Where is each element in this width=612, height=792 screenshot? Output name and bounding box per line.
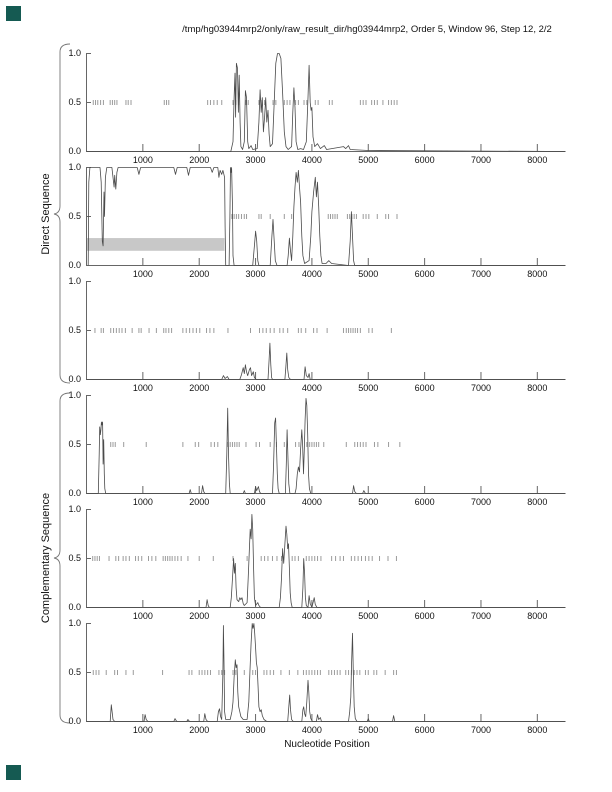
subplot-3-x-tick-label: 6000 (414, 383, 435, 393)
subplot-6-axes (86, 623, 566, 722)
subplot-6-x-tick-label: 1000 (132, 725, 153, 735)
subplot-6-y-tick-label: 0.5 (68, 667, 81, 677)
subplot-5-curve (86, 514, 566, 608)
subplot-3-y-tick-label: 0.0 (68, 374, 81, 384)
subplot-6-x-tick-label: 3000 (245, 725, 266, 735)
subplot-1-x-tick-label: 2000 (189, 155, 210, 165)
link-annotation-marker-top-left (6, 6, 21, 21)
subplot-3-x-tick-label: 5000 (358, 383, 379, 393)
subplot-6-y-tick-label: 0.0 (68, 716, 81, 726)
subplot-3-axes (86, 281, 566, 380)
subplot-2-x-tick-label: 3000 (245, 269, 266, 279)
subplot-2-y-tick-label: 0.0 (68, 260, 81, 270)
subplot-4-x-tick-label: 7000 (470, 497, 491, 507)
direct-sequence-brace (53, 43, 71, 384)
subplot-1-x-tick-label: 8000 (527, 155, 548, 165)
subplot-6-curve (86, 623, 566, 722)
subplot-5-y-tick-label: 0.5 (68, 553, 81, 563)
subplot-4-y-tick-label: 0.5 (68, 439, 81, 449)
subplot-2-x-tick-label: 8000 (527, 269, 548, 279)
subplot-1-x-tick-label: 4000 (301, 155, 322, 165)
direct-sequence-label: Direct Sequence (40, 173, 52, 255)
subplot-6-x-tick-label: 4000 (301, 725, 322, 735)
subplot-4-plot (86, 395, 566, 494)
subplot-1-x-tick-label: 6000 (414, 155, 435, 165)
subplot-1-curve (86, 53, 566, 152)
subplot-6-x-tick-label: 7000 (470, 725, 491, 735)
subplot-5-x-tick-label: 1000 (132, 611, 153, 621)
subplot-3-x-tick-label: 1000 (132, 383, 153, 393)
subplot-3-curve (86, 342, 566, 380)
figure-title: /tmp/hg03944mrp2/only/raw_result_dir/hg0… (182, 24, 552, 35)
subplot-4-x-tick-label: 2000 (189, 497, 210, 507)
subplot-1-x-tick-label: 1000 (132, 155, 153, 165)
subplot-2-x-tick-label: 5000 (358, 269, 379, 279)
subplot-3-x-tick-label: 2000 (189, 383, 210, 393)
subplot-2-x-tick-label: 1000 (132, 269, 153, 279)
subplot-3-x-tick-label: 3000 (245, 383, 266, 393)
subplot-2-shaded-band (86, 238, 225, 251)
subplot-1-x-tick-label: 5000 (358, 155, 379, 165)
subplot-4-x-tick-label: 3000 (245, 497, 266, 507)
subplot-3-y-tick-label: 1.0 (68, 276, 81, 286)
subplot-5-plot (86, 509, 566, 608)
subplot-5-x-tick-label: 8000 (527, 611, 548, 621)
subplot-3-x-tick-label: 8000 (527, 383, 548, 393)
subplot-5-x-tick-label: 4000 (301, 611, 322, 621)
subplot-4-x-tick-label: 1000 (132, 497, 153, 507)
subplot-1-y-tick-label: 0.5 (68, 97, 81, 107)
subplot-1-x-tick-label: 7000 (470, 155, 491, 165)
subplot-4-y-tick-label: 1.0 (68, 390, 81, 400)
subplot-3-x-tick-label: 7000 (470, 383, 491, 393)
subplot-6-y-tick-label: 1.0 (68, 618, 81, 628)
subplot-2-y-tick-label: 0.5 (68, 211, 81, 221)
subplot-2-curve (87, 167, 566, 266)
subplot-1-y-tick-label: 0.0 (68, 146, 81, 156)
x-axis-label: Nucleotide Position (284, 739, 370, 750)
subplot-6-x-tick-label: 5000 (358, 725, 379, 735)
subplot-4-x-tick-label: 6000 (414, 497, 435, 507)
subplot-2-x-tick-label: 7000 (470, 269, 491, 279)
subplot-5-axes (86, 509, 566, 608)
subplot-2-plot (86, 167, 566, 266)
complementary-sequence-label: Complementary Sequence (40, 492, 52, 624)
complementary-sequence-brace (53, 392, 71, 724)
subplot-4-x-tick-label: 5000 (358, 497, 379, 507)
subplot-4-curve (86, 398, 566, 494)
subplot-2-x-tick-label: 2000 (189, 269, 210, 279)
subplot-6-x-tick-label: 6000 (414, 725, 435, 735)
subplot-5-x-tick-label: 2000 (189, 611, 210, 621)
subplot-3-y-tick-label: 0.5 (68, 325, 81, 335)
subplot-4-y-tick-label: 0.0 (68, 488, 81, 498)
subplot-2-y-tick-label: 1.0 (68, 162, 81, 172)
subplot-2-x-tick-label: 6000 (414, 269, 435, 279)
subplot-1-x-tick-label: 3000 (245, 155, 266, 165)
subplot-5-x-tick-label: 6000 (414, 611, 435, 621)
subplot-5-x-tick-label: 7000 (470, 611, 491, 621)
subplot-1-plot (86, 53, 566, 152)
subplot-6-x-tick-label: 8000 (527, 725, 548, 735)
subplot-5-x-tick-label: 5000 (358, 611, 379, 621)
subplot-5-x-tick-label: 3000 (245, 611, 266, 621)
link-annotation-marker-bottom-left (6, 765, 21, 780)
subplot-3-x-tick-label: 4000 (301, 383, 322, 393)
subplot-4-x-tick-label: 4000 (301, 497, 322, 507)
subplot-2-x-tick-label: 4000 (301, 269, 322, 279)
subplot-5-y-tick-label: 0.0 (68, 602, 81, 612)
subplot-6-plot (86, 623, 566, 722)
subplot-4-axes (86, 395, 566, 494)
subplot-3-plot (86, 281, 566, 380)
subplot-1-y-tick-label: 1.0 (68, 48, 81, 58)
subplot-4-x-tick-label: 8000 (527, 497, 548, 507)
subplot-6-x-tick-label: 2000 (189, 725, 210, 735)
subplot-1-axes (86, 53, 566, 152)
subplot-5-y-tick-label: 1.0 (68, 504, 81, 514)
